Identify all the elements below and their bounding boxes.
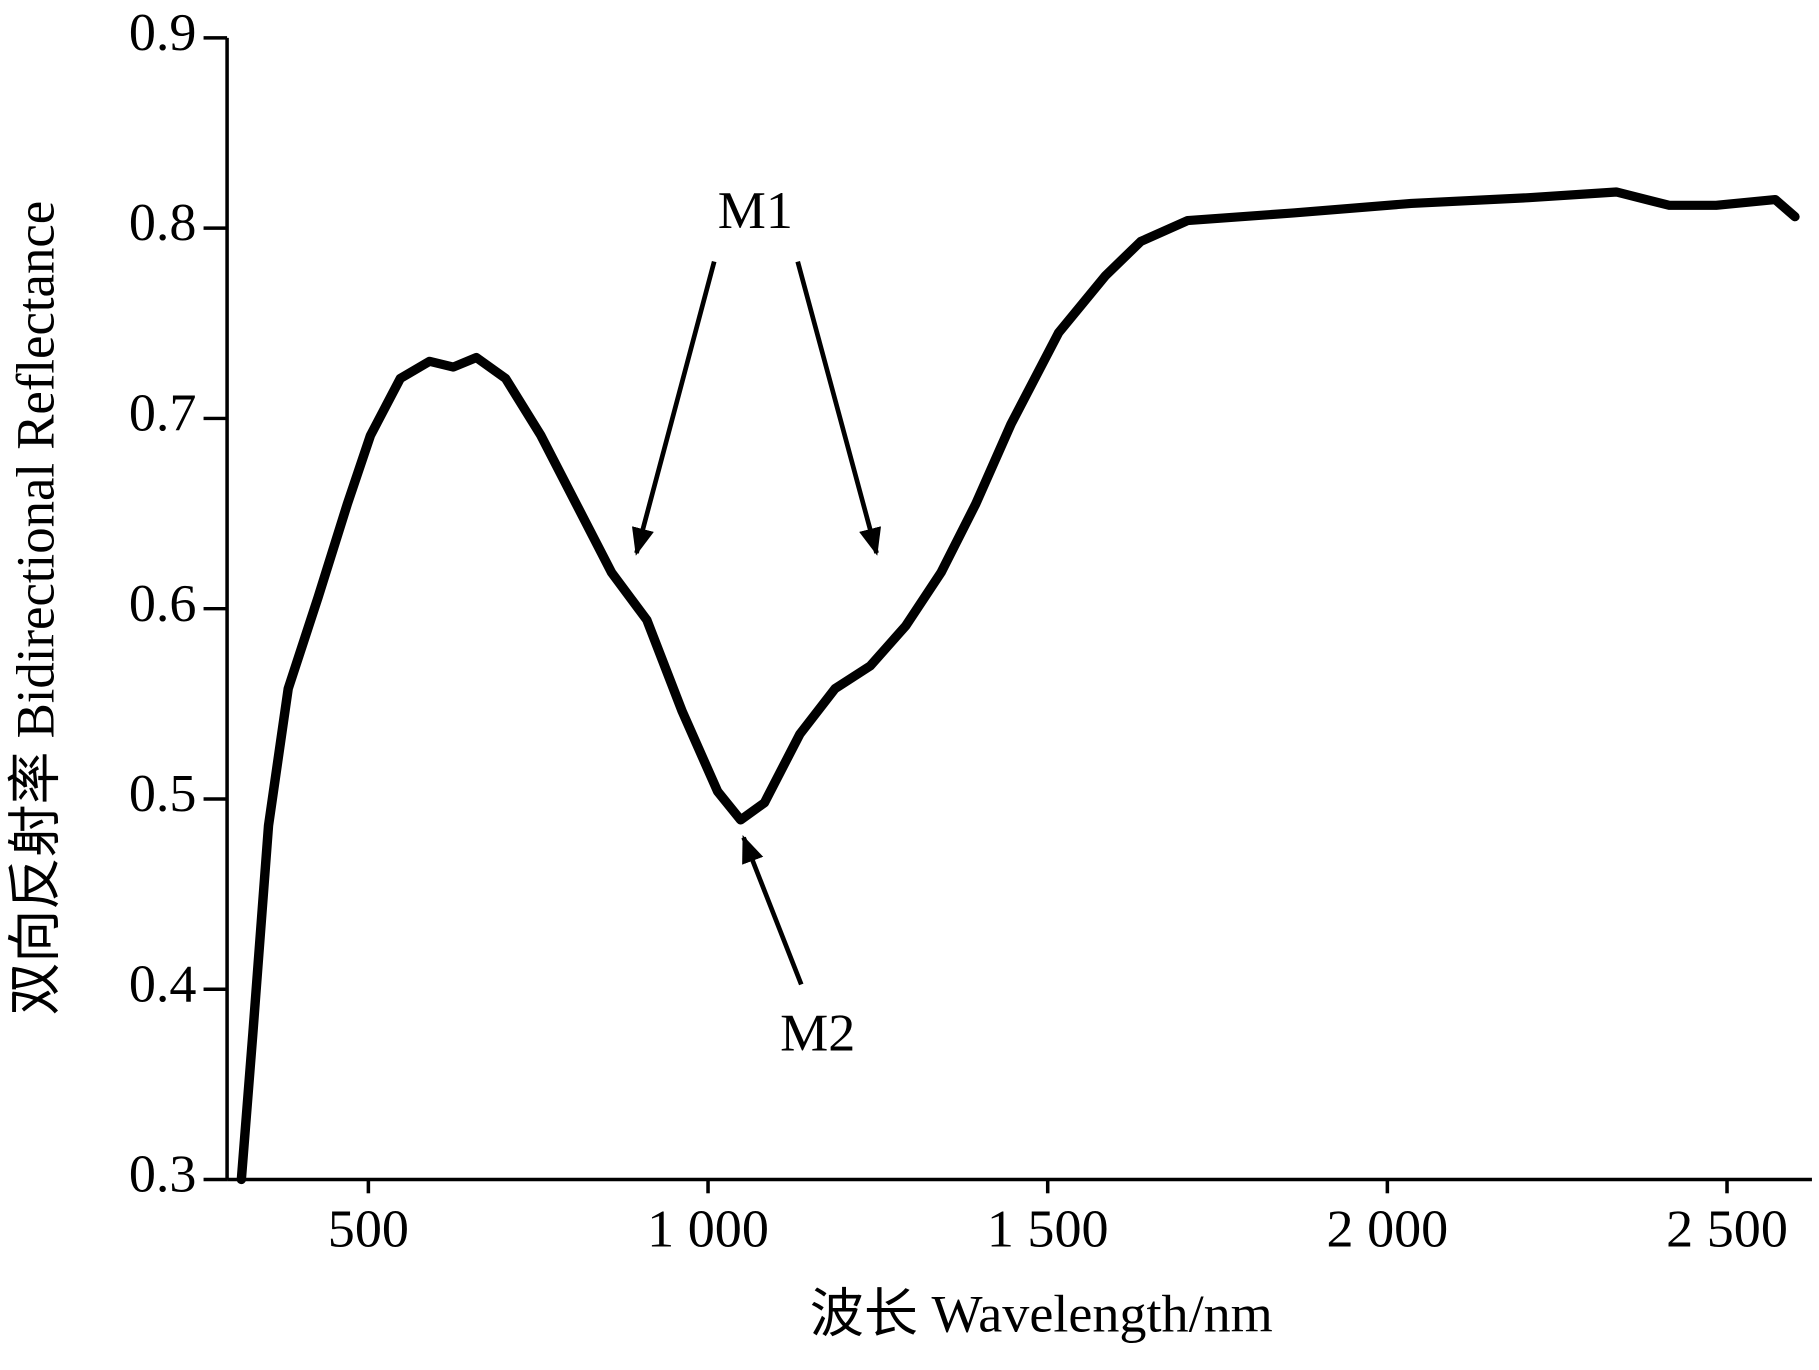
y-tick-label: 0.3: [129, 1144, 197, 1203]
x-tick-label: 2 000: [1326, 1199, 1448, 1258]
y-tick-label: 0.8: [129, 193, 197, 252]
y-axis-label: 双向反射率 Bidirectional Reflectance: [5, 201, 66, 1016]
annotation: M2: [780, 1003, 855, 1062]
arrow: [631, 261, 717, 556]
line: [236, 187, 1800, 1185]
y-tick-label: 0.6: [129, 573, 197, 632]
arrow: [741, 835, 804, 986]
y-tick-label: 0.4: [129, 954, 197, 1013]
x-tick-label: 1 500: [987, 1199, 1109, 1258]
x-tick-label: 2 500: [1666, 1199, 1788, 1258]
y-tick-label: 0.7: [129, 383, 197, 442]
x-tick-label: 1 000: [647, 1199, 769, 1258]
y-tick-label: 0.9: [129, 3, 197, 62]
x-axis-label: 波长 Wavelength/nm: [810, 1284, 1273, 1343]
arrow: [795, 261, 881, 556]
x-tick-label: 500: [328, 1199, 409, 1258]
annotation: M1: [718, 180, 793, 239]
y-tick-label: 0.5: [129, 764, 197, 823]
